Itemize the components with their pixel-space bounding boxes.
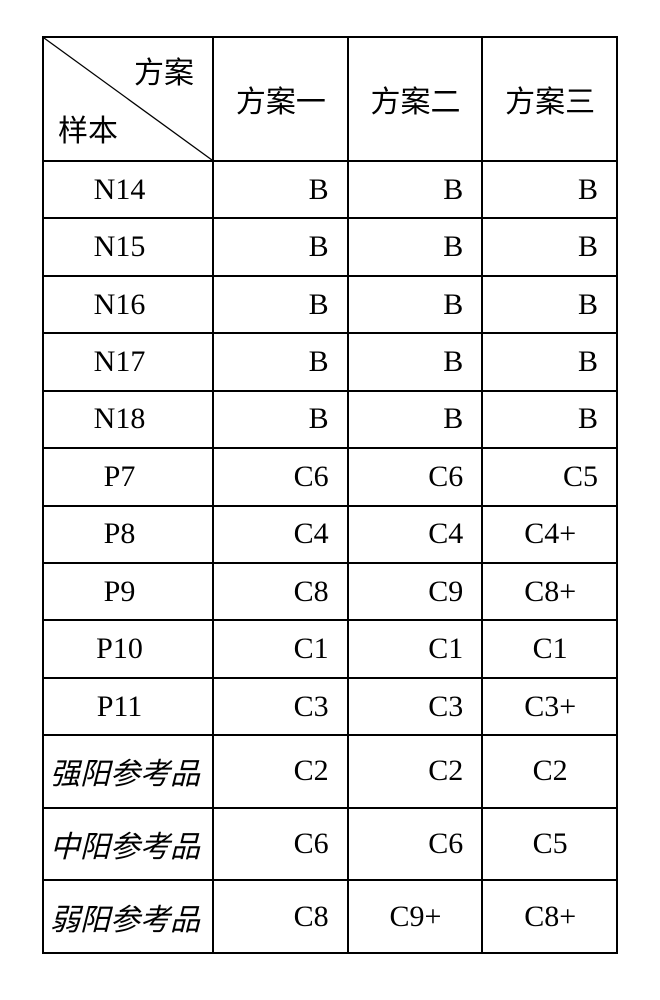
- cell: C3: [213, 678, 348, 735]
- cell: C1: [482, 620, 617, 677]
- cell: C6: [348, 448, 483, 505]
- cell: B: [213, 391, 348, 448]
- cell: B: [213, 161, 348, 218]
- row-label: 中阳参考品: [43, 808, 213, 881]
- cell: B: [482, 218, 617, 275]
- header-diag-top: 方案: [134, 48, 194, 92]
- cell: C2: [482, 735, 617, 808]
- table-row: 中阳参考品C6C6C5: [43, 808, 617, 881]
- header-row: 方案 样本 方案一 方案二 方案三: [43, 37, 617, 161]
- cell: B: [213, 333, 348, 390]
- cell: B: [348, 218, 483, 275]
- row-label: P9: [43, 563, 213, 620]
- table-row: N14BBB: [43, 161, 617, 218]
- cell: C9: [348, 563, 483, 620]
- row-label: N16: [43, 276, 213, 333]
- cell: C4: [213, 506, 348, 563]
- row-label: P8: [43, 506, 213, 563]
- cell: C8+: [482, 563, 617, 620]
- table-row: N16BBB: [43, 276, 617, 333]
- col-header-2: 方案二: [348, 37, 483, 161]
- table-row: P8C4C4C4+: [43, 506, 617, 563]
- table-body: N14BBBN15BBBN16BBBN17BBBN18BBBP7C6C6C5P8…: [43, 161, 617, 953]
- cell: C6: [213, 448, 348, 505]
- cell: C8: [213, 880, 348, 953]
- cell: B: [482, 391, 617, 448]
- cell: C3: [348, 678, 483, 735]
- table-row: P10C1C1C1: [43, 620, 617, 677]
- cell: C4: [348, 506, 483, 563]
- table-row: N15BBB: [43, 218, 617, 275]
- table-row: P11C3C3C3+: [43, 678, 617, 735]
- cell: B: [348, 391, 483, 448]
- cell: C1: [213, 620, 348, 677]
- row-label: N18: [43, 391, 213, 448]
- cell: B: [482, 161, 617, 218]
- table-row: P7C6C6C5: [43, 448, 617, 505]
- cell: B: [482, 333, 617, 390]
- data-table: 方案 样本 方案一 方案二 方案三 N14BBBN15BBBN16BBBN17B…: [42, 36, 618, 954]
- cell: C2: [348, 735, 483, 808]
- row-label: N17: [43, 333, 213, 390]
- cell: C6: [348, 808, 483, 881]
- row-label: N15: [43, 218, 213, 275]
- table-container: 方案 样本 方案一 方案二 方案三 N14BBBN15BBBN16BBBN17B…: [0, 0, 660, 1000]
- cell: C2: [213, 735, 348, 808]
- cell: C4+: [482, 506, 617, 563]
- cell: B: [348, 276, 483, 333]
- row-label: 强阳参考品: [43, 735, 213, 808]
- row-label: N14: [43, 161, 213, 218]
- cell: C5: [482, 808, 617, 881]
- cell: C8: [213, 563, 348, 620]
- cell: C6: [213, 808, 348, 881]
- header-diag-bottom: 样本: [58, 106, 118, 150]
- table-row: N17BBB: [43, 333, 617, 390]
- col-header-1: 方案一: [213, 37, 348, 161]
- cell: B: [213, 276, 348, 333]
- table-row: 弱阳参考品C8C9+C8+: [43, 880, 617, 953]
- row-label: P10: [43, 620, 213, 677]
- cell: C9+: [348, 880, 483, 953]
- row-label: P11: [43, 678, 213, 735]
- cell: C1: [348, 620, 483, 677]
- cell: B: [348, 161, 483, 218]
- row-label: 弱阳参考品: [43, 880, 213, 953]
- cell: B: [348, 333, 483, 390]
- table-row: N18BBB: [43, 391, 617, 448]
- cell: C5: [482, 448, 617, 505]
- col-header-3: 方案三: [482, 37, 617, 161]
- table-row: P9C8C9C8+: [43, 563, 617, 620]
- row-label: P7: [43, 448, 213, 505]
- cell: C3+: [482, 678, 617, 735]
- cell: C8+: [482, 880, 617, 953]
- table-row: 强阳参考品C2C2C2: [43, 735, 617, 808]
- cell: B: [482, 276, 617, 333]
- cell: B: [213, 218, 348, 275]
- diagonal-header-cell: 方案 样本: [43, 37, 213, 161]
